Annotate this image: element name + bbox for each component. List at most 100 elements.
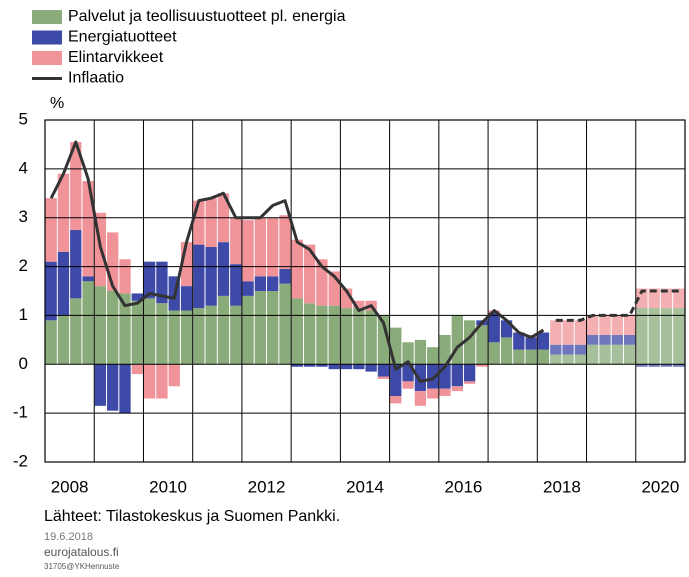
bar — [648, 288, 660, 309]
bar — [636, 288, 648, 309]
legend-swatch — [32, 10, 62, 24]
x-tick-label: 2016 — [445, 477, 483, 496]
bar — [427, 347, 439, 365]
y-tick-label: 1 — [19, 305, 28, 324]
bar — [70, 229, 82, 299]
bar — [143, 298, 156, 365]
bar — [537, 332, 550, 350]
legend-label: Palvelut ja teollisuustuotteet pl. energ… — [68, 8, 346, 25]
bar — [365, 364, 377, 372]
bar — [217, 295, 230, 365]
bar — [525, 349, 537, 365]
bar — [500, 337, 513, 365]
site: eurojatalous.fi — [44, 545, 119, 559]
y-tick-label: 2 — [19, 256, 28, 275]
y-tick-label: 0 — [19, 354, 28, 373]
bar — [119, 364, 131, 414]
bar — [587, 344, 599, 365]
bar — [402, 381, 414, 389]
bar — [143, 261, 156, 299]
bar — [107, 232, 119, 291]
bar — [451, 315, 463, 365]
bar — [230, 264, 242, 306]
bar — [427, 364, 439, 389]
bar — [451, 364, 463, 387]
bar — [180, 286, 193, 311]
code: 31705@YKHennuste — [44, 562, 120, 571]
bar — [205, 247, 217, 306]
bar — [328, 305, 340, 365]
bar — [537, 349, 550, 365]
legend-swatch — [32, 51, 62, 65]
bar — [550, 344, 562, 355]
bar — [587, 334, 599, 345]
bar — [599, 344, 611, 365]
bar — [267, 276, 279, 291]
bar — [303, 364, 316, 367]
bar — [636, 364, 648, 367]
bar — [303, 244, 316, 304]
bar — [463, 320, 476, 365]
bar — [94, 286, 107, 365]
bar — [316, 259, 328, 306]
bar — [131, 293, 143, 301]
bar — [550, 354, 562, 365]
bar — [340, 308, 353, 365]
bar — [562, 320, 574, 345]
y-tick-label: -2 — [13, 451, 28, 470]
bar — [451, 386, 463, 392]
bar — [291, 364, 303, 367]
bar — [513, 332, 525, 350]
bar — [648, 364, 660, 367]
bar — [131, 364, 143, 375]
bar — [390, 396, 402, 404]
bar — [156, 364, 168, 399]
bar — [45, 261, 57, 321]
bar — [574, 320, 587, 345]
bar — [291, 239, 303, 299]
bar — [402, 364, 414, 382]
bar — [45, 320, 57, 365]
bar — [205, 305, 217, 365]
bar — [660, 364, 673, 367]
bar — [254, 291, 267, 365]
y-tick-label: 5 — [19, 109, 28, 128]
bar — [131, 300, 143, 365]
x-tick-label: 2010 — [149, 477, 187, 496]
bar — [439, 334, 451, 365]
bar — [168, 364, 180, 387]
bar — [328, 364, 340, 370]
bar — [119, 259, 131, 294]
y-axis-label: % — [50, 95, 64, 112]
y-tick-label: 4 — [19, 158, 28, 177]
bar — [599, 315, 611, 335]
bar — [673, 364, 685, 367]
bar — [623, 315, 636, 335]
bar — [279, 215, 291, 270]
bar — [636, 308, 648, 365]
x-tick-label: 2008 — [51, 477, 89, 496]
bar — [57, 251, 70, 316]
bar — [611, 344, 623, 365]
date: 19.6.2018 — [44, 531, 93, 543]
bar — [414, 391, 427, 406]
bar — [242, 295, 254, 365]
bar — [599, 334, 611, 345]
bar — [673, 288, 685, 309]
bar — [673, 308, 685, 365]
bar — [574, 344, 587, 355]
bar — [353, 364, 365, 370]
x-tick-label: 2014 — [346, 477, 384, 496]
y-tick-label: 3 — [19, 207, 28, 226]
bar — [390, 364, 402, 397]
bar — [107, 364, 119, 411]
bar — [303, 303, 316, 365]
bar — [82, 281, 94, 365]
bar — [660, 308, 673, 365]
line — [49, 140, 545, 383]
bar — [439, 364, 451, 389]
bar — [377, 364, 390, 377]
bar — [316, 364, 328, 367]
bar — [180, 242, 193, 287]
bar — [488, 312, 500, 343]
